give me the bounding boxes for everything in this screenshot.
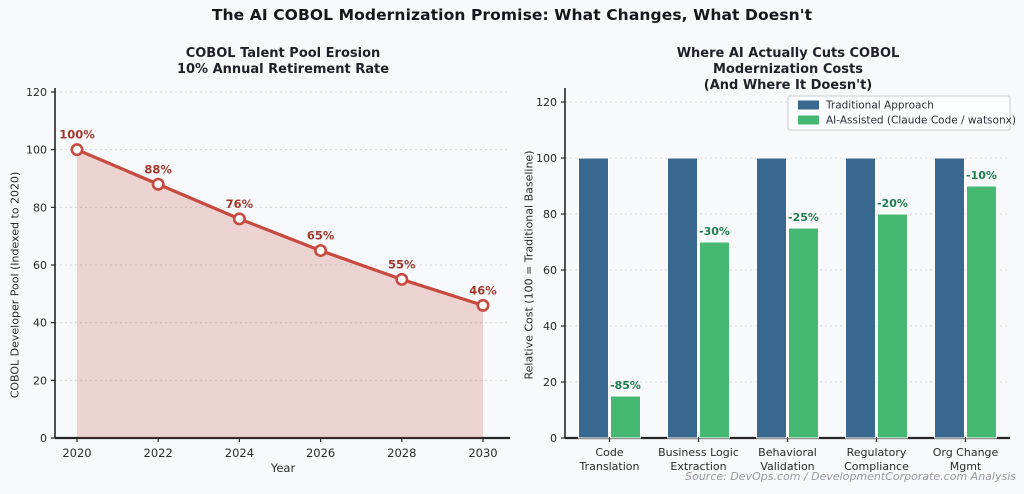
talent-y-tick-label: 80 — [33, 201, 47, 214]
bar-ai-assisted — [788, 227, 819, 439]
talent-x-tick-label: 2020 — [62, 446, 91, 460]
cost-savings-label: -20% — [877, 197, 908, 210]
talent-data-point — [476, 298, 490, 312]
legend-box — [787, 95, 1011, 131]
talent-data-point — [151, 177, 165, 191]
bar-traditional — [845, 157, 876, 439]
talent-y-tick-label: 40 — [33, 317, 47, 330]
talent-x-tick-label: 2028 — [387, 446, 416, 460]
talent-y-tick-label: 120 — [26, 86, 47, 99]
bar-ai-assisted — [699, 241, 730, 439]
cost-chart-title: Where AI Actually Cuts COBOL Modernizati… — [676, 46, 900, 93]
talent-point-label: 46% — [469, 283, 497, 297]
legend: Traditional Approach AI-Assisted (Claude … — [787, 95, 1016, 131]
talent-point-label: 55% — [388, 257, 416, 271]
cost-category-label: Regulatory — [847, 446, 907, 459]
cost-category-label: Extraction — [670, 460, 726, 473]
talent-data-point — [395, 272, 409, 286]
bar-traditional — [756, 157, 787, 439]
talent-y-tick-label: 0 — [40, 432, 47, 445]
bar-ai-assisted — [966, 185, 997, 439]
bar-traditional — [578, 157, 609, 439]
cost-category-label: Behavioral — [758, 446, 817, 459]
talent-y-tick-label: 20 — [33, 374, 47, 387]
talent-y-tick-label: 60 — [33, 259, 47, 272]
cost-savings-label: -10% — [966, 169, 997, 182]
talent-data-point — [314, 244, 328, 258]
talent-pool-chart: 0 20 40 60 80 100 120 2020 2022 2024 2026 2028 2030 1… — [26, 86, 510, 460]
talent-area-fill — [77, 149, 483, 439]
legend-label: Traditional Approach — [825, 100, 934, 112]
cost-y-tick-label: 60 — [543, 264, 557, 277]
cost-category-label: Translation — [579, 460, 640, 473]
legend-swatch — [798, 115, 819, 125]
cost-category-label: Code — [595, 446, 623, 459]
legend-swatch — [798, 100, 819, 110]
cost-y-tick-label: 120 — [536, 96, 557, 109]
cost-y-tick-label: 20 — [543, 376, 557, 389]
talent-x-tick-label: 2022 — [144, 446, 173, 460]
talent-data-point — [70, 143, 84, 157]
talent-x-tick-label: 2026 — [306, 446, 335, 460]
talent-data-point — [232, 212, 246, 226]
cost-y-tick-label: 40 — [543, 320, 557, 333]
cost-savings-label: -25% — [788, 211, 819, 224]
talent-trend-line — [75, 148, 485, 307]
bar-traditional — [934, 157, 965, 439]
talent-x-tick-label: 2030 — [468, 446, 497, 460]
cost-category-label: Mgmt — [950, 460, 982, 473]
talent-chart-title: COBOL Talent Pool Erosion 10% Annual Ret… — [176, 46, 390, 77]
main-title: The AI COBOL Modernization Promise: What… — [211, 6, 813, 24]
cost-y-tick-label: 80 — [543, 208, 557, 221]
talent-y-tick-label: 100 — [26, 144, 47, 157]
cost-savings-label: -30% — [699, 225, 730, 238]
cost-category-label: Validation — [760, 460, 814, 473]
talent-x-tick-label: 2024 — [225, 446, 254, 460]
talent-point-label: 100% — [59, 128, 95, 142]
talent-point-label: 88% — [144, 162, 172, 176]
cost-savings-label: -85% — [610, 379, 641, 392]
cost-category-label: Compliance — [844, 460, 909, 473]
talent-x-axis-label: Year — [270, 461, 296, 475]
bar-ai-assisted — [610, 395, 641, 439]
cost-y-tick-label: 100 — [536, 152, 557, 165]
cost-category-label: Business Logic — [658, 446, 739, 459]
legend-label: AI-Assisted (Claude Code / watsonx) — [826, 115, 1016, 127]
bar-ai-assisted — [877, 213, 908, 439]
source-note: Source: DevOps.com / DevelopmentCorporat… — [685, 470, 1016, 483]
cost-y-axis-label: Relative Cost (100 = Traditional Baselin… — [522, 150, 536, 380]
cost-y-tick-label: 0 — [550, 432, 557, 445]
cost-category-label: Org Change — [933, 446, 999, 459]
talent-y-axis-label: COBOL Developer Pool (Indexed to 2020) — [8, 171, 22, 399]
talent-point-label: 65% — [307, 229, 335, 243]
bar-traditional — [667, 157, 698, 439]
talent-point-label: 76% — [226, 197, 254, 211]
